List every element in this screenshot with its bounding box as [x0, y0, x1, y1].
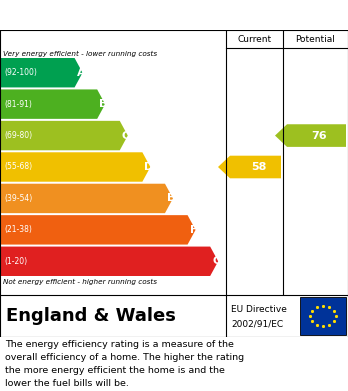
Text: G: G — [212, 256, 221, 266]
Text: (55-68): (55-68) — [4, 163, 32, 172]
Text: F: F — [190, 225, 197, 235]
Text: 2002/91/EC: 2002/91/EC — [231, 319, 283, 328]
Polygon shape — [0, 184, 173, 213]
Text: A: A — [77, 68, 85, 78]
Text: B: B — [99, 99, 108, 109]
Text: England & Wales: England & Wales — [6, 307, 176, 325]
Polygon shape — [0, 58, 82, 88]
Polygon shape — [0, 152, 150, 182]
Text: (81-91): (81-91) — [4, 100, 32, 109]
Text: EU Directive: EU Directive — [231, 305, 287, 314]
Text: 58: 58 — [251, 162, 266, 172]
Text: C: C — [122, 131, 130, 141]
Text: The energy efficiency rating is a measure of the
overall efficiency of a home. T: The energy efficiency rating is a measur… — [5, 340, 244, 387]
Text: 76: 76 — [312, 131, 327, 141]
Text: (21-38): (21-38) — [4, 225, 32, 234]
Polygon shape — [275, 124, 346, 147]
Polygon shape — [0, 247, 218, 276]
Text: (92-100): (92-100) — [4, 68, 37, 77]
Polygon shape — [0, 215, 196, 245]
Polygon shape — [0, 90, 105, 119]
Text: Not energy efficient - higher running costs: Not energy efficient - higher running co… — [3, 279, 157, 285]
Polygon shape — [218, 156, 281, 178]
Text: (39-54): (39-54) — [4, 194, 32, 203]
Text: (69-80): (69-80) — [4, 131, 32, 140]
Text: Potential: Potential — [295, 34, 335, 43]
Text: E: E — [167, 194, 175, 203]
Text: Energy Efficiency Rating: Energy Efficiency Rating — [10, 7, 220, 23]
Polygon shape — [0, 121, 128, 150]
Text: Very energy efficient - lower running costs: Very energy efficient - lower running co… — [3, 51, 157, 57]
FancyBboxPatch shape — [300, 297, 346, 335]
Text: (1-20): (1-20) — [4, 257, 27, 266]
Text: Current: Current — [237, 34, 271, 43]
Text: D: D — [144, 162, 153, 172]
